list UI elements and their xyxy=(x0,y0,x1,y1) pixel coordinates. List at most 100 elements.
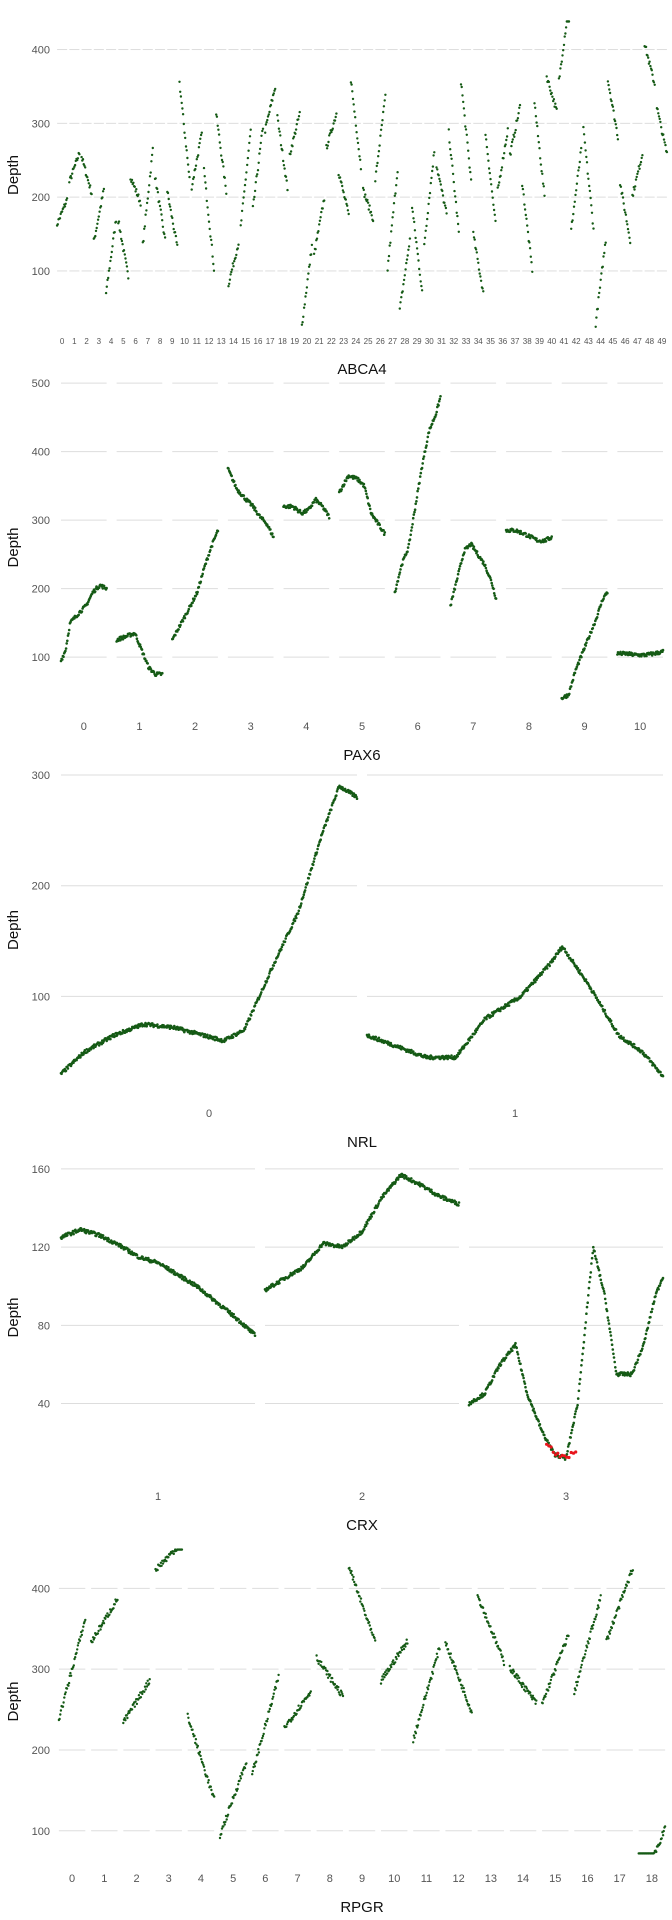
x-tick-label: 8 xyxy=(327,1873,333,1885)
data-point xyxy=(313,857,316,860)
data-point xyxy=(342,191,345,194)
x-tick-label: 15 xyxy=(549,1873,561,1885)
data-point xyxy=(249,128,252,131)
data-point xyxy=(174,234,178,238)
data-point xyxy=(325,147,329,150)
data-point xyxy=(536,124,539,128)
data-point xyxy=(426,1688,430,1691)
data-point xyxy=(90,192,93,196)
data-point xyxy=(102,187,106,191)
data-point xyxy=(655,1290,658,1293)
data-point xyxy=(457,230,460,233)
data-point xyxy=(184,136,187,140)
data-point xyxy=(571,219,574,222)
data-point xyxy=(520,1369,523,1372)
data-point xyxy=(641,154,644,157)
data-point xyxy=(402,1647,406,1651)
data-point xyxy=(572,962,576,965)
data-point xyxy=(470,1709,473,1712)
data-point xyxy=(624,211,627,214)
data-point xyxy=(585,1646,589,1649)
data-point xyxy=(156,191,160,194)
data-point xyxy=(611,1348,615,1351)
data-point xyxy=(500,1653,503,1656)
data-point xyxy=(273,1688,276,1692)
data-point xyxy=(548,964,551,968)
data-point xyxy=(135,188,138,191)
data-point xyxy=(319,216,322,219)
data-point xyxy=(163,232,166,236)
data-point xyxy=(298,110,301,114)
data-point xyxy=(428,1057,432,1061)
data-point xyxy=(438,1648,441,1651)
data-point xyxy=(311,863,315,867)
data-point xyxy=(558,1656,561,1659)
data-point xyxy=(424,1694,428,1697)
data-point xyxy=(390,224,394,227)
data-point xyxy=(376,1039,379,1043)
data-point xyxy=(291,145,294,148)
data-point xyxy=(492,203,495,206)
data-point xyxy=(375,164,378,168)
data-point xyxy=(209,235,212,238)
low-coverage-point xyxy=(558,1455,562,1459)
data-point xyxy=(379,134,382,137)
data-point xyxy=(603,1297,607,1301)
data-point xyxy=(439,183,442,186)
y-axis-title: Depth xyxy=(5,910,22,950)
data-point xyxy=(230,1802,234,1805)
data-point xyxy=(101,190,105,193)
y-tick-label: 200 xyxy=(32,1745,50,1757)
data-point xyxy=(522,1688,526,1691)
data-point xyxy=(340,1690,343,1694)
data-point xyxy=(109,1239,113,1242)
data-point xyxy=(402,278,406,282)
data-point xyxy=(455,579,459,582)
data-point xyxy=(300,1704,303,1708)
data-point xyxy=(366,1619,369,1622)
data-point xyxy=(390,1663,393,1666)
data-point xyxy=(160,1564,163,1568)
data-point xyxy=(423,236,427,239)
data-point xyxy=(211,255,214,258)
data-point xyxy=(654,1295,657,1298)
data-point xyxy=(512,133,515,136)
x-tick-label: 30 xyxy=(425,337,434,346)
data-point xyxy=(93,1231,97,1235)
data-point xyxy=(294,128,298,131)
data-point xyxy=(515,528,519,531)
data-point xyxy=(649,1315,652,1319)
data-point xyxy=(133,185,136,188)
data-point xyxy=(419,280,422,283)
data-point xyxy=(320,210,323,214)
data-point xyxy=(347,212,350,216)
data-point xyxy=(181,113,185,116)
data-point xyxy=(381,1678,385,1681)
data-point xyxy=(607,1637,610,1640)
data-point xyxy=(119,230,122,234)
data-point xyxy=(618,1373,621,1377)
data-point xyxy=(87,1049,91,1052)
data-point xyxy=(204,187,208,190)
data-point xyxy=(468,166,471,169)
data-point xyxy=(586,1301,589,1304)
data-point xyxy=(540,170,543,173)
data-point xyxy=(608,91,612,95)
data-point xyxy=(210,243,214,246)
data-point xyxy=(469,170,472,174)
data-point xyxy=(359,1600,362,1603)
data-point xyxy=(519,529,522,533)
data-point xyxy=(524,532,527,535)
data-point xyxy=(126,634,129,638)
data-point xyxy=(556,952,560,956)
data-point xyxy=(135,634,138,637)
data-point xyxy=(334,115,337,119)
data-point xyxy=(477,1595,480,1599)
data-point xyxy=(534,980,537,984)
data-point xyxy=(373,1038,376,1041)
data-point xyxy=(92,1046,95,1050)
data-point xyxy=(370,1631,373,1634)
data-point xyxy=(327,517,331,520)
x-tick-label: 12 xyxy=(205,337,214,346)
data-point xyxy=(400,296,403,299)
